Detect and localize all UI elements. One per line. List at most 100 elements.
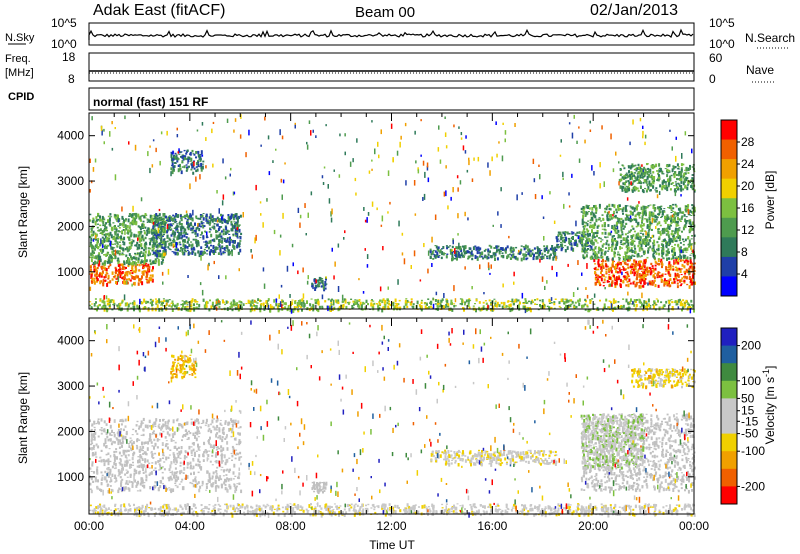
scatter-point: [584, 299, 587, 303]
scatter-point: [105, 226, 108, 229]
scatter-point: [205, 213, 208, 215]
scatter-point: [316, 308, 319, 312]
scatter-point: [99, 298, 102, 300]
scatter-point: [372, 300, 375, 302]
scatter-point: [477, 246, 480, 250]
scatter-point: [182, 216, 185, 218]
scatter-point: [641, 215, 644, 220]
scatter-point: [317, 279, 320, 282]
scatter-point: [691, 281, 694, 286]
scatter-point: [144, 241, 147, 245]
scatter-point: [173, 251, 176, 254]
scatter-point: [89, 235, 91, 239]
scatter-point: [585, 243, 588, 247]
scatter-point: [673, 237, 676, 241]
scatter-point: [314, 287, 317, 291]
scatter-point: [101, 215, 104, 220]
scatter-point: [646, 306, 648, 311]
scatter-point: [245, 152, 247, 158]
scatter-point: [89, 242, 92, 245]
scatter-point: [522, 302, 525, 305]
scatter-point: [468, 255, 471, 258]
scatter-point: [556, 272, 558, 277]
scatter-point: [317, 308, 320, 313]
scatter-point: [101, 230, 104, 233]
scatter-point: [602, 308, 605, 312]
scatter-point: [223, 247, 226, 251]
scatter-point: [672, 203, 675, 206]
scatter-point: [429, 248, 432, 252]
scatter-point: [195, 169, 198, 173]
scatter-point: [489, 272, 491, 275]
scatter-point: [584, 139, 586, 144]
scatter-point: [687, 304, 690, 306]
scatter-point: [140, 259, 143, 263]
scatter-point: [319, 277, 322, 281]
scatter-point: [90, 275, 93, 279]
scatter-point: [680, 216, 683, 220]
scatter-point: [211, 215, 214, 218]
scatter-point: [672, 251, 675, 254]
scatter-point: [665, 250, 668, 253]
scatter-point: [646, 225, 649, 229]
scatter-point: [121, 252, 124, 255]
scatter-point: [157, 262, 160, 266]
scatter-point: [330, 299, 333, 302]
scatter-point: [130, 213, 133, 217]
scatter-point: [197, 151, 200, 153]
scatter-point: [665, 281, 668, 285]
scatter-point: [95, 244, 97, 246]
scatter-point: [173, 244, 176, 248]
scatter-point: [646, 183, 649, 187]
scatter-point: [467, 217, 469, 221]
scatter-point: [90, 233, 93, 237]
scatter-point: [299, 306, 302, 309]
scatter-point: [122, 241, 125, 243]
nsky-trace: [88, 28, 694, 40]
scatter-point: [203, 250, 206, 255]
scatter-point: [291, 299, 294, 301]
scatter-point: [692, 210, 695, 215]
scatter-point: [600, 276, 603, 278]
scatter-point: [594, 282, 597, 285]
scatter-point: [96, 241, 99, 245]
scatter-point: [110, 216, 113, 218]
scatter-point: [582, 254, 585, 259]
scatter-point: [634, 186, 637, 189]
scatter-point: [133, 233, 136, 238]
scatter-point: [533, 247, 536, 250]
scatter-point: [618, 267, 621, 271]
scatter-point: [652, 304, 654, 306]
scatter-point: [606, 205, 609, 208]
scatter-point: [585, 221, 588, 224]
scatter-point: [570, 303, 573, 306]
scatter-point: [389, 304, 392, 307]
scatter-point: [177, 151, 179, 154]
scatter-point: [608, 233, 611, 236]
scatter-point: [186, 246, 189, 249]
scatter-point: [610, 248, 613, 252]
scatter-point: [480, 255, 483, 258]
scatter-point: [351, 305, 354, 309]
scatter-point: [612, 226, 615, 231]
scatter-point: [116, 259, 119, 262]
scatter-point: [586, 229, 589, 233]
scatter-point: [260, 144, 262, 147]
scatter-point: [667, 248, 670, 251]
scatter-point: [453, 124, 455, 128]
scatter-point: [124, 115, 126, 120]
scatter-point: [633, 255, 636, 257]
scatter-point: [576, 140, 578, 144]
scatter-point: [603, 228, 606, 231]
scatter-point: [656, 179, 659, 181]
scatter-point: [227, 230, 230, 233]
scatter-point: [596, 306, 599, 310]
scatter-point: [176, 223, 179, 225]
scatter-point: [330, 303, 333, 307]
scatter-point: [128, 260, 131, 265]
scatter-point: [625, 222, 628, 225]
scatter-point: [186, 166, 188, 170]
scatter-point: [591, 298, 594, 300]
scatter-point: [127, 261, 130, 263]
scatter-point: [506, 255, 509, 260]
